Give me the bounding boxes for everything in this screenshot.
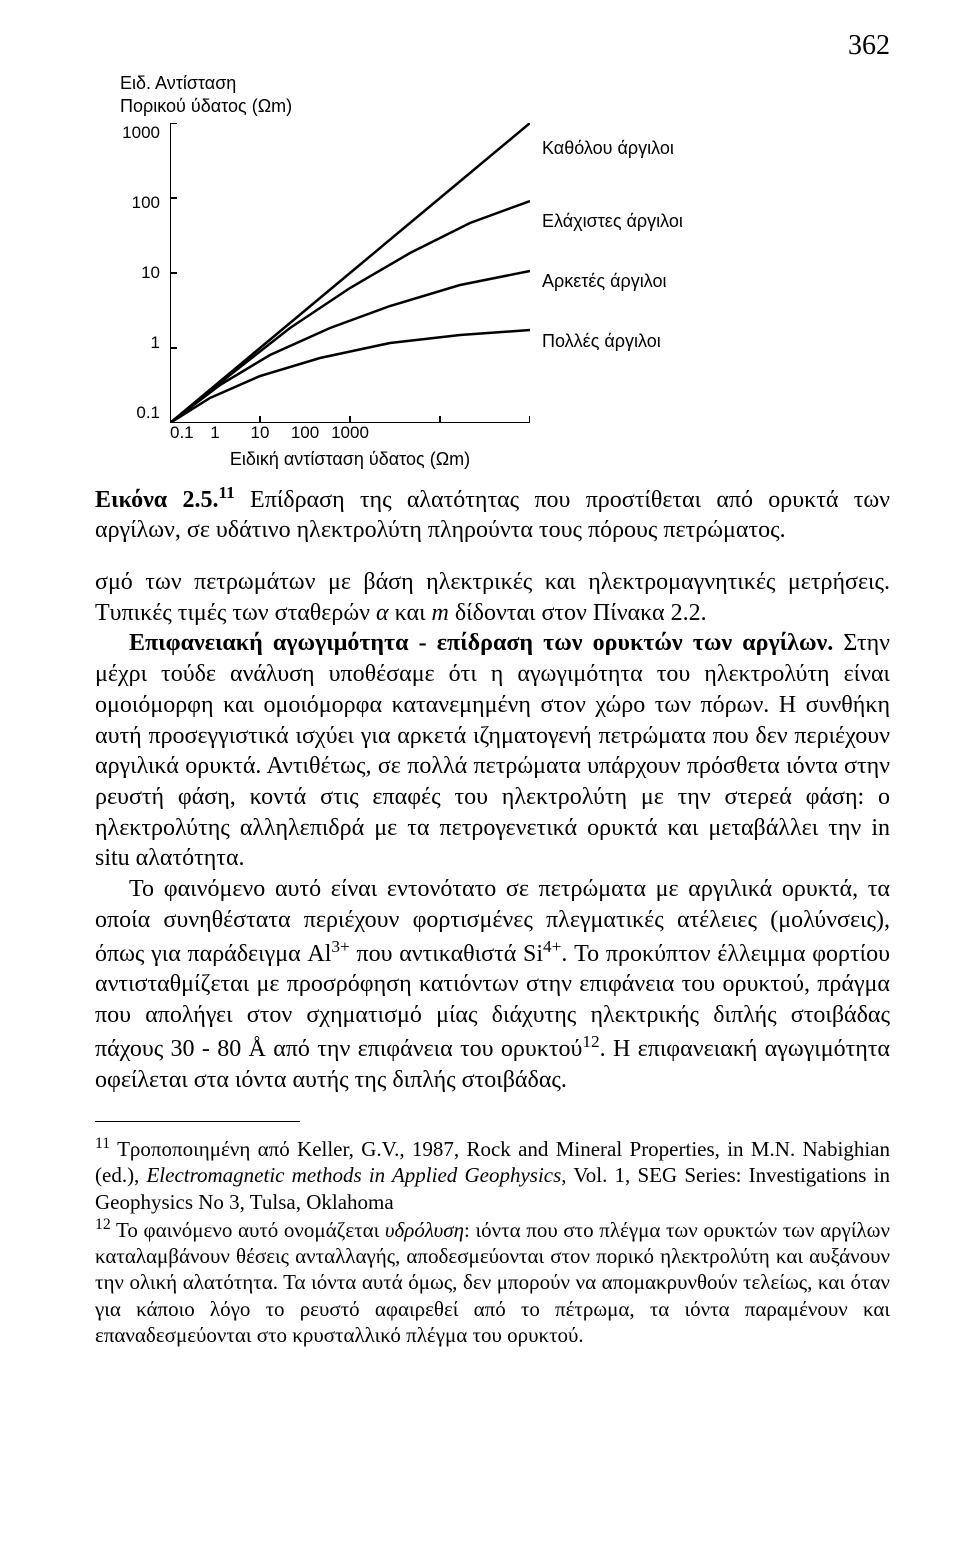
- text: και: [389, 600, 432, 626]
- para-1: Επιφανειακή αγωγιμότητα - επίδραση των ο…: [95, 628, 890, 874]
- caption-label: Εικόνα 2.5.: [95, 487, 218, 513]
- line-label: Καθόλου άργιλοι: [542, 138, 674, 159]
- y-tick: 1: [151, 333, 160, 353]
- x-tick: 1000: [305, 423, 395, 443]
- para-2: Το φαινόμενο αυτό είναι εντονότατο σε πε…: [95, 874, 890, 1095]
- chart-line-labels: Καθόλου άργιλοι Ελάχιστες άργιλοι Αρκετές …: [542, 123, 722, 423]
- superscript: 4+: [543, 937, 561, 956]
- var-m: m: [432, 600, 449, 626]
- footnote-11: 11 Τροποποιημένη από Keller, G.V., 1987,…: [95, 1134, 890, 1215]
- var-alpha: α: [376, 600, 389, 626]
- superscript: 3+: [331, 937, 349, 956]
- text: που αντικαθιστά Si: [350, 941, 543, 967]
- chart-x-ticks: 0.11101001000: [170, 423, 530, 443]
- chart-y-axis-label: Ειδ. ΑντίστασηΠορικού ύδατος (Ωm): [120, 72, 890, 117]
- chart-plot-area: [170, 123, 530, 423]
- para-continuation: σμό των πετρωμάτων με βάση ηλεκτρικές κα…: [95, 567, 890, 628]
- y-tick: 100: [132, 193, 160, 213]
- chart-x-axis-label: Ειδική αντίσταση ύδατος (Ωm): [170, 449, 530, 470]
- figure-caption: Εικόνα 2.5.11 Επίδραση της αλατότητας πο…: [95, 482, 890, 545]
- subsection-heading: Επιφανειακή αγωγιμότητα - επίδραση των ο…: [129, 630, 833, 656]
- y-tick: 1000: [122, 123, 160, 143]
- y-tick: 0.1: [136, 403, 160, 423]
- text: Το φαινόμενο αυτό ονομάζεται: [111, 1218, 385, 1242]
- footnote-mark: 12: [95, 1216, 111, 1233]
- page-number: 362: [95, 30, 890, 62]
- footnotes: 11 Τροποποιημένη από Keller, G.V., 1987,…: [95, 1134, 890, 1348]
- line-label: Ελάχιστες άργιλοι: [542, 211, 683, 232]
- term-italic: υδρόλυση: [385, 1218, 464, 1242]
- line-label: Πολλές άργιλοι: [542, 331, 661, 352]
- footnote-12: 12 Το φαινόμενο αυτό ονομάζεται υδρόλυση…: [95, 1215, 890, 1348]
- y-tick: 10: [141, 263, 160, 283]
- text: δίδονται στον Πίνακα 2.2.: [449, 600, 707, 626]
- citation-title: Electromagnetic methods in Applied Geoph…: [146, 1163, 561, 1187]
- footnote-ref: 12: [582, 1032, 599, 1051]
- line-label: Αρκετές άργιλοι: [542, 271, 666, 292]
- chart-y-ticks: 1000 100 10 1 0.1: [110, 123, 170, 423]
- text: Στην μέχρι τούδε ανάλυση υποθέσαμε ότι η…: [95, 630, 890, 871]
- resistivity-chart: Ειδ. ΑντίστασηΠορικού ύδατος (Ωm) 100010…: [110, 72, 890, 470]
- body-text: σμό των πετρωμάτων με βάση ηλεκτρικές κα…: [95, 567, 890, 1095]
- footnote-mark: 11: [95, 1135, 110, 1152]
- footnote-rule: [95, 1121, 300, 1122]
- caption-footnote-ref: 11: [218, 483, 234, 502]
